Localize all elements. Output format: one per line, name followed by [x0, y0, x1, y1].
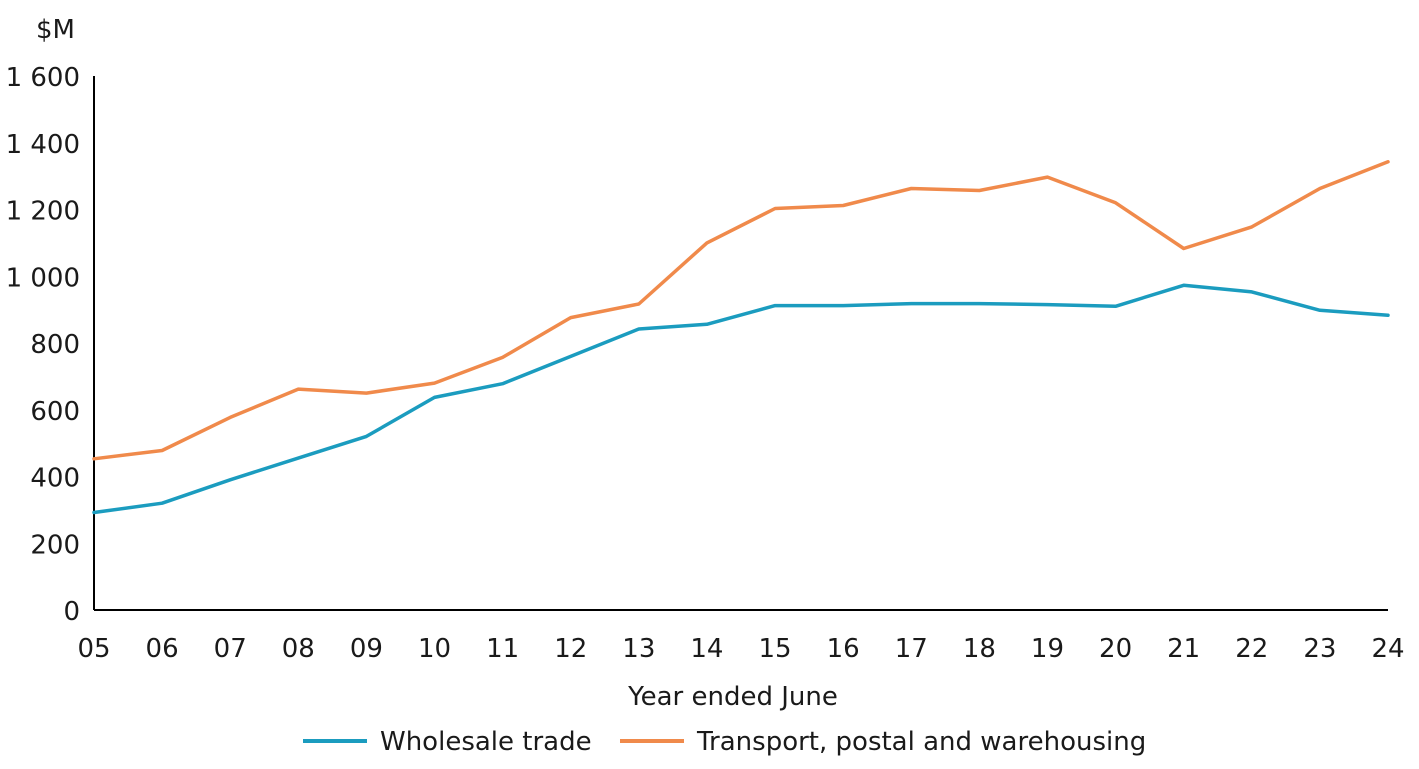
x-tick-label: 05	[77, 634, 110, 664]
x-tick-label: 09	[350, 634, 383, 664]
x-tick-label: 20	[1099, 634, 1132, 664]
x-tick-label: 14	[690, 634, 723, 664]
y-tick-label: 200	[30, 530, 80, 560]
x-tick-label: 23	[1303, 634, 1336, 664]
x-tick-label: 19	[1031, 634, 1064, 664]
y-tick-label: 800	[30, 330, 80, 360]
y-tick-label: 1 600	[6, 63, 80, 93]
legend-label-0: Wholesale trade	[380, 727, 592, 757]
y-tick-label: 1 200	[6, 197, 80, 227]
x-tick-label: 21	[1167, 634, 1200, 664]
x-tick-label: 12	[554, 634, 587, 664]
series-line-0	[92, 283, 1390, 515]
legend: Wholesale trade Transport, postal and war…	[303, 727, 1146, 757]
legend-label-1: Transport, postal and warehousing	[696, 727, 1146, 757]
series-lines	[92, 160, 1390, 515]
y-tick-label: 600	[30, 397, 80, 427]
x-tick-label: 06	[146, 634, 179, 664]
x-axis-title: Year ended June	[627, 682, 838, 712]
x-tick-label: 15	[759, 634, 792, 664]
x-tick-label: 17	[895, 634, 928, 664]
y-tick-label: 1 000	[6, 263, 80, 293]
x-axis-ticks: 05 06 07 08 09 10 11 12 13 14 15 16 17 18 19 20 21 22 23 24	[77, 634, 1404, 664]
x-tick-label: 22	[1235, 634, 1268, 664]
x-tick-label: 13	[622, 634, 655, 664]
series-line-1	[92, 160, 1390, 461]
x-tick-label: 07	[214, 634, 247, 664]
y-tick-label: 1 400	[6, 130, 80, 160]
y-tick-label: 0	[63, 597, 80, 627]
y-axis-ticks: 0 200 400 600 800 1 000 1 200 1 400 1 600	[6, 63, 80, 627]
x-tick-label: 24	[1371, 634, 1404, 664]
x-tick-label: 18	[963, 634, 996, 664]
x-tick-label: 11	[486, 634, 519, 664]
y-unit-label: $M	[36, 15, 75, 45]
x-tick-label: 08	[282, 634, 315, 664]
x-tick-label: 16	[827, 634, 860, 664]
y-tick-label: 400	[30, 464, 80, 494]
x-tick-label: 10	[418, 634, 451, 664]
